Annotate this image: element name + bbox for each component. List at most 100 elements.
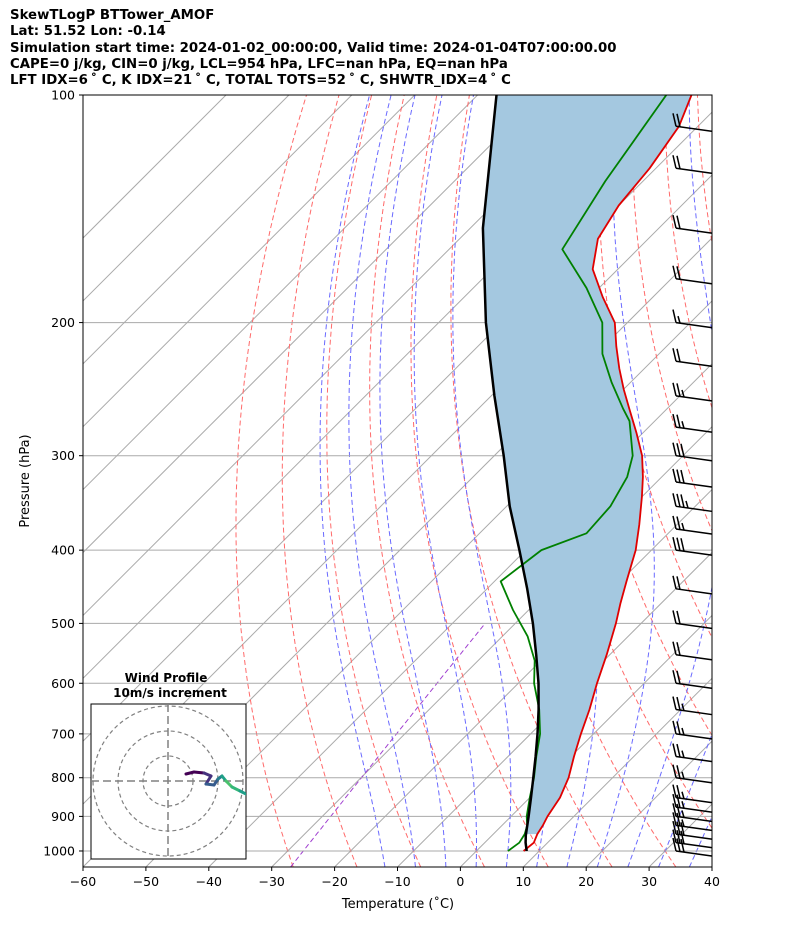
- wind-barb: [672, 743, 712, 763]
- wind-barb: [672, 575, 712, 595]
- dry-adiabat: [369, 95, 485, 867]
- profile-lines: [481, 95, 693, 852]
- location-text: Lat: 51.52 Lon: -0.14: [10, 24, 166, 40]
- y-tick-label: 500: [51, 616, 75, 631]
- isotherm-line: [83, 95, 353, 365]
- x-tick-label: 30: [641, 874, 657, 889]
- wind-barb: [672, 536, 712, 556]
- wind-barb: [672, 764, 712, 784]
- time-text: Simulation start time: 2024-01-02_00:00:…: [10, 40, 617, 56]
- stability-indices-text: LFT IDX=6 ˚ C, K IDX=21 ˚ C, TOTAL TOTS=…: [10, 73, 511, 89]
- isotherm-line: [522, 677, 712, 867]
- y-tick-label: 100: [51, 88, 75, 103]
- y-tick-label: 700: [51, 726, 75, 741]
- isotherm-line: [83, 95, 290, 302]
- mixing-ratio-line: [290, 623, 486, 867]
- wind-barb: [672, 348, 712, 367]
- moist-adiabat: [596, 95, 655, 867]
- x-tick-label: 10: [515, 874, 531, 889]
- isotherm-line: [83, 95, 541, 554]
- wind-barb: [672, 493, 712, 513]
- isotherm-line: [271, 425, 712, 867]
- hodograph-trace-segment: [238, 789, 246, 796]
- dry-adiabat: [281, 95, 358, 867]
- moist-adiabat: [379, 95, 447, 867]
- hodograph-trace-segment: [192, 770, 206, 775]
- parcel-profile-line: [481, 95, 540, 852]
- x-tick-label: −30: [259, 874, 285, 889]
- isotherm-line: [83, 95, 604, 617]
- isotherm-line: [397, 551, 712, 867]
- dry-adiabat: [631, 95, 712, 532]
- y-axis-label: Pressure (hPa): [18, 434, 33, 527]
- x-tick-label: 20: [578, 874, 594, 889]
- wind-barbs: [672, 113, 712, 857]
- dry-adiabat: [410, 95, 549, 867]
- moist-adiabat: [720, 95, 794, 867]
- x-tick-label: −60: [70, 874, 96, 889]
- wind-barb: [672, 829, 712, 849]
- wind-barb: [672, 670, 712, 690]
- y-tick-label: 300: [51, 448, 75, 463]
- wind-barb: [672, 155, 712, 175]
- isotherm-line: [83, 95, 478, 491]
- wind-barb: [672, 803, 712, 823]
- wind-barb: [672, 309, 712, 329]
- wind-barb: [672, 468, 712, 488]
- wind-barb: [672, 442, 712, 462]
- x-tick-label: −10: [384, 874, 410, 889]
- hodograph-inset: Wind Profile 10m/s increment: [90, 671, 247, 860]
- wind-barb: [672, 515, 712, 535]
- wind-barb: [672, 413, 712, 433]
- wind-barb: [672, 265, 712, 285]
- moist-adiabat: [658, 733, 712, 867]
- dry-adiabat: [326, 95, 422, 867]
- chart-title: SkewTLogP BTTower_AMOF: [10, 8, 215, 23]
- moist-adiabat: [319, 95, 386, 867]
- y-tick-label: 900: [51, 809, 75, 824]
- x-tick-label: 0: [456, 874, 464, 889]
- x-tick-label: −50: [133, 874, 159, 889]
- cin-shaded-area: [482, 95, 692, 835]
- isotherm-line: [83, 95, 227, 239]
- isotherm-line: [711, 866, 712, 867]
- wind-barb: [672, 641, 712, 661]
- chart-header: SkewTLogP BTTower_AMOF Lat: 51.52 Lon: -…: [10, 8, 617, 89]
- dry-adiabat: [450, 95, 613, 867]
- wind-barb: [672, 837, 712, 857]
- parcel-indices-text: CAPE=0 j/kg, CIN=0 j/kg, LCL=954 hPa, LF…: [10, 56, 508, 72]
- hodograph-title: Wind Profile: [125, 671, 208, 685]
- wind-barb: [672, 214, 712, 234]
- x-tick-label: −40: [196, 874, 222, 889]
- dry-adiabat: [235, 95, 307, 867]
- isotherm-line: [83, 95, 416, 428]
- moist-adiabat: [413, 95, 477, 867]
- temperature-profile-line: [523, 95, 693, 852]
- y-tick-label: 800: [51, 770, 75, 785]
- dry-adiabat: [763, 95, 794, 867]
- y-tick-label: 1000: [43, 843, 75, 858]
- wind-barb: [672, 696, 712, 716]
- wind-barb: [672, 720, 712, 740]
- moist-adiabat: [627, 95, 712, 867]
- x-tick-label: 40: [704, 874, 720, 889]
- axes: −60 −50 −40 −30 −20 −10 0 10 20 30 40 100 200 300 400 5…: [43, 88, 720, 890]
- wind-barb: [672, 610, 712, 630]
- isotherm-line: [460, 614, 712, 867]
- y-tick-label: 400: [51, 543, 75, 558]
- x-axis-label: Temperature (˚C): [341, 896, 454, 912]
- wind-barb: [672, 113, 712, 133]
- moist-adiabat: [348, 95, 416, 867]
- isotherm-line: [334, 488, 712, 867]
- y-tick-label: 200: [51, 315, 75, 330]
- hodograph-subtitle: 10m/s increment: [113, 686, 227, 700]
- moist-adiabat: [452, 95, 512, 867]
- wind-barb: [672, 820, 712, 840]
- dry-adiabat: [730, 95, 794, 867]
- wind-barb: [672, 382, 712, 402]
- wind-barb: [672, 812, 712, 832]
- moist-adiabat: [752, 95, 794, 867]
- dewpoint-profile-line: [499, 95, 668, 852]
- wind-barb: [672, 784, 712, 804]
